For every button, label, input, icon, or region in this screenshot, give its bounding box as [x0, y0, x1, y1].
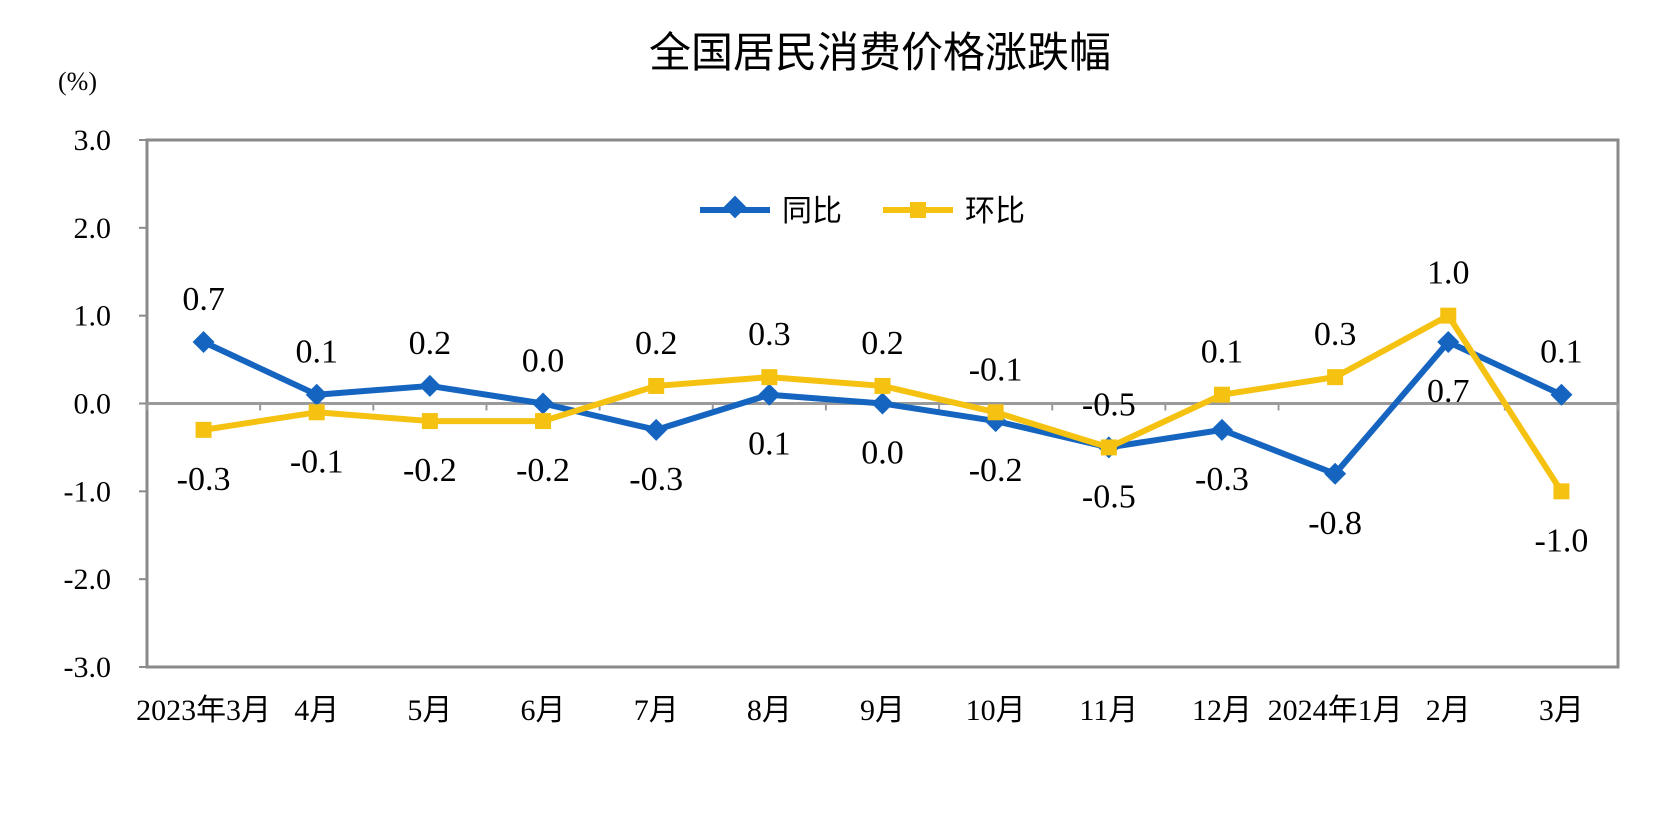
data-point-yoy [192, 331, 215, 354]
y-tick-label: 2.0 [74, 212, 112, 245]
data-label-mom: 0.3 [1314, 316, 1357, 353]
data-label-mom: -1.0 [1535, 522, 1589, 559]
x-tick-label: 6月 [521, 694, 566, 727]
y-unit-label: (%) [58, 67, 97, 96]
data-point-yoy [1210, 418, 1233, 441]
data-point-mom [1553, 483, 1570, 500]
y-tick-label: 0.0 [74, 388, 112, 421]
data-label-yoy: -0.5 [1082, 386, 1136, 423]
legend-diamond-icon [723, 195, 747, 219]
data-point-mom [1440, 307, 1457, 324]
legend-square-icon [910, 202, 926, 218]
y-tick-label: -3.0 [64, 651, 112, 684]
data-label-yoy: -0.3 [1195, 461, 1249, 498]
data-label-yoy: 0.0 [861, 435, 904, 472]
x-tick-label: 11月 [1079, 694, 1138, 727]
data-point-mom [1213, 386, 1230, 403]
x-axis-ticks: 2023年3月 4月 5月 6月 7月 8月 9月 10月 11月 12月 2024年1月 2月 3月 [136, 694, 1584, 727]
x-tick-label: 3月 [1539, 694, 1584, 727]
y-tick-label: -2.0 [64, 563, 112, 596]
data-point-yoy [645, 418, 668, 441]
y-tick-label: 3.0 [74, 124, 112, 157]
x-tick-label: 10月 [966, 694, 1026, 727]
data-point-mom [648, 377, 665, 394]
data-point-mom [195, 421, 212, 438]
data-point-mom [1100, 439, 1117, 456]
data-point-mom [535, 413, 552, 430]
data-label-mom: -0.2 [516, 452, 570, 489]
data-label-yoy: -0.3 [629, 461, 683, 498]
chart-title: 全国居民消费价格涨跌幅 [649, 28, 1111, 77]
data-label-yoy: -0.2 [969, 452, 1023, 489]
data-point-mom [308, 404, 325, 421]
data-label-mom: -0.1 [290, 443, 344, 480]
data-point-yoy [871, 392, 894, 415]
data-label-mom: -0.5 [1082, 478, 1136, 515]
data-label-mom: -0.3 [177, 461, 231, 498]
series-layer [192, 307, 1573, 500]
data-point-mom [1327, 369, 1344, 386]
y-axis-ticks: 3.0 2.0 1.0 0.0 -1.0 -2.0 -3.0 [64, 124, 147, 684]
data-point-mom [987, 404, 1004, 421]
x-tick-label: 5月 [407, 694, 452, 727]
legend: 同比 环比 [700, 194, 1025, 229]
legend-label-yoy: 同比 [782, 194, 842, 229]
x-tick-label: 8月 [747, 694, 792, 727]
legend-label-mom: 环比 [965, 194, 1025, 229]
data-label-mom: 0.1 [1201, 334, 1244, 371]
data-label-mom: 0.2 [635, 325, 678, 362]
x-tick-label: 4月 [294, 694, 339, 727]
x-tick-label: 9月 [860, 694, 905, 727]
data-point-yoy [305, 383, 328, 406]
data-point-yoy [1550, 383, 1573, 406]
data-label-yoy: 0.1 [748, 426, 791, 463]
x-tick-label: 2月 [1426, 694, 1471, 727]
data-label-yoy: 0.0 [522, 343, 565, 380]
data-point-yoy [1324, 462, 1347, 485]
x-tick-label: 2024年1月 [1268, 694, 1403, 727]
data-point-mom [874, 377, 891, 394]
data-point-yoy [418, 374, 441, 397]
data-point-yoy [532, 392, 555, 415]
data-labels: 0.7 -0.3 0.1 -0.1 0.2 -0.2 0.0 -0.2 -0.3 0.2 0.1 0.… [177, 255, 1589, 560]
data-label-mom: -0.2 [403, 452, 457, 489]
data-label-mom: 0.3 [748, 316, 791, 353]
data-label-yoy: -0.8 [1308, 505, 1362, 542]
data-point-mom [421, 413, 438, 430]
data-label-yoy: 0.1 [1540, 334, 1583, 371]
x-tick-label: 2023年3月 [136, 694, 271, 727]
x-tick-label: 12月 [1192, 694, 1252, 727]
data-point-mom [761, 369, 778, 386]
data-label-yoy: 0.2 [409, 325, 452, 362]
data-label-yoy: 0.7 [1427, 373, 1470, 410]
data-label-mom: 1.0 [1427, 255, 1470, 292]
data-label-mom: 0.2 [861, 325, 904, 362]
data-point-yoy [758, 383, 781, 406]
y-tick-label: 1.0 [74, 300, 112, 333]
data-point-yoy [1437, 331, 1460, 354]
y-tick-label: -1.0 [64, 475, 112, 508]
data-label-mom: -0.1 [969, 351, 1023, 388]
data-label-yoy: 0.1 [295, 334, 338, 371]
data-label-yoy: 0.7 [182, 281, 225, 318]
x-tick-label: 7月 [634, 694, 679, 727]
